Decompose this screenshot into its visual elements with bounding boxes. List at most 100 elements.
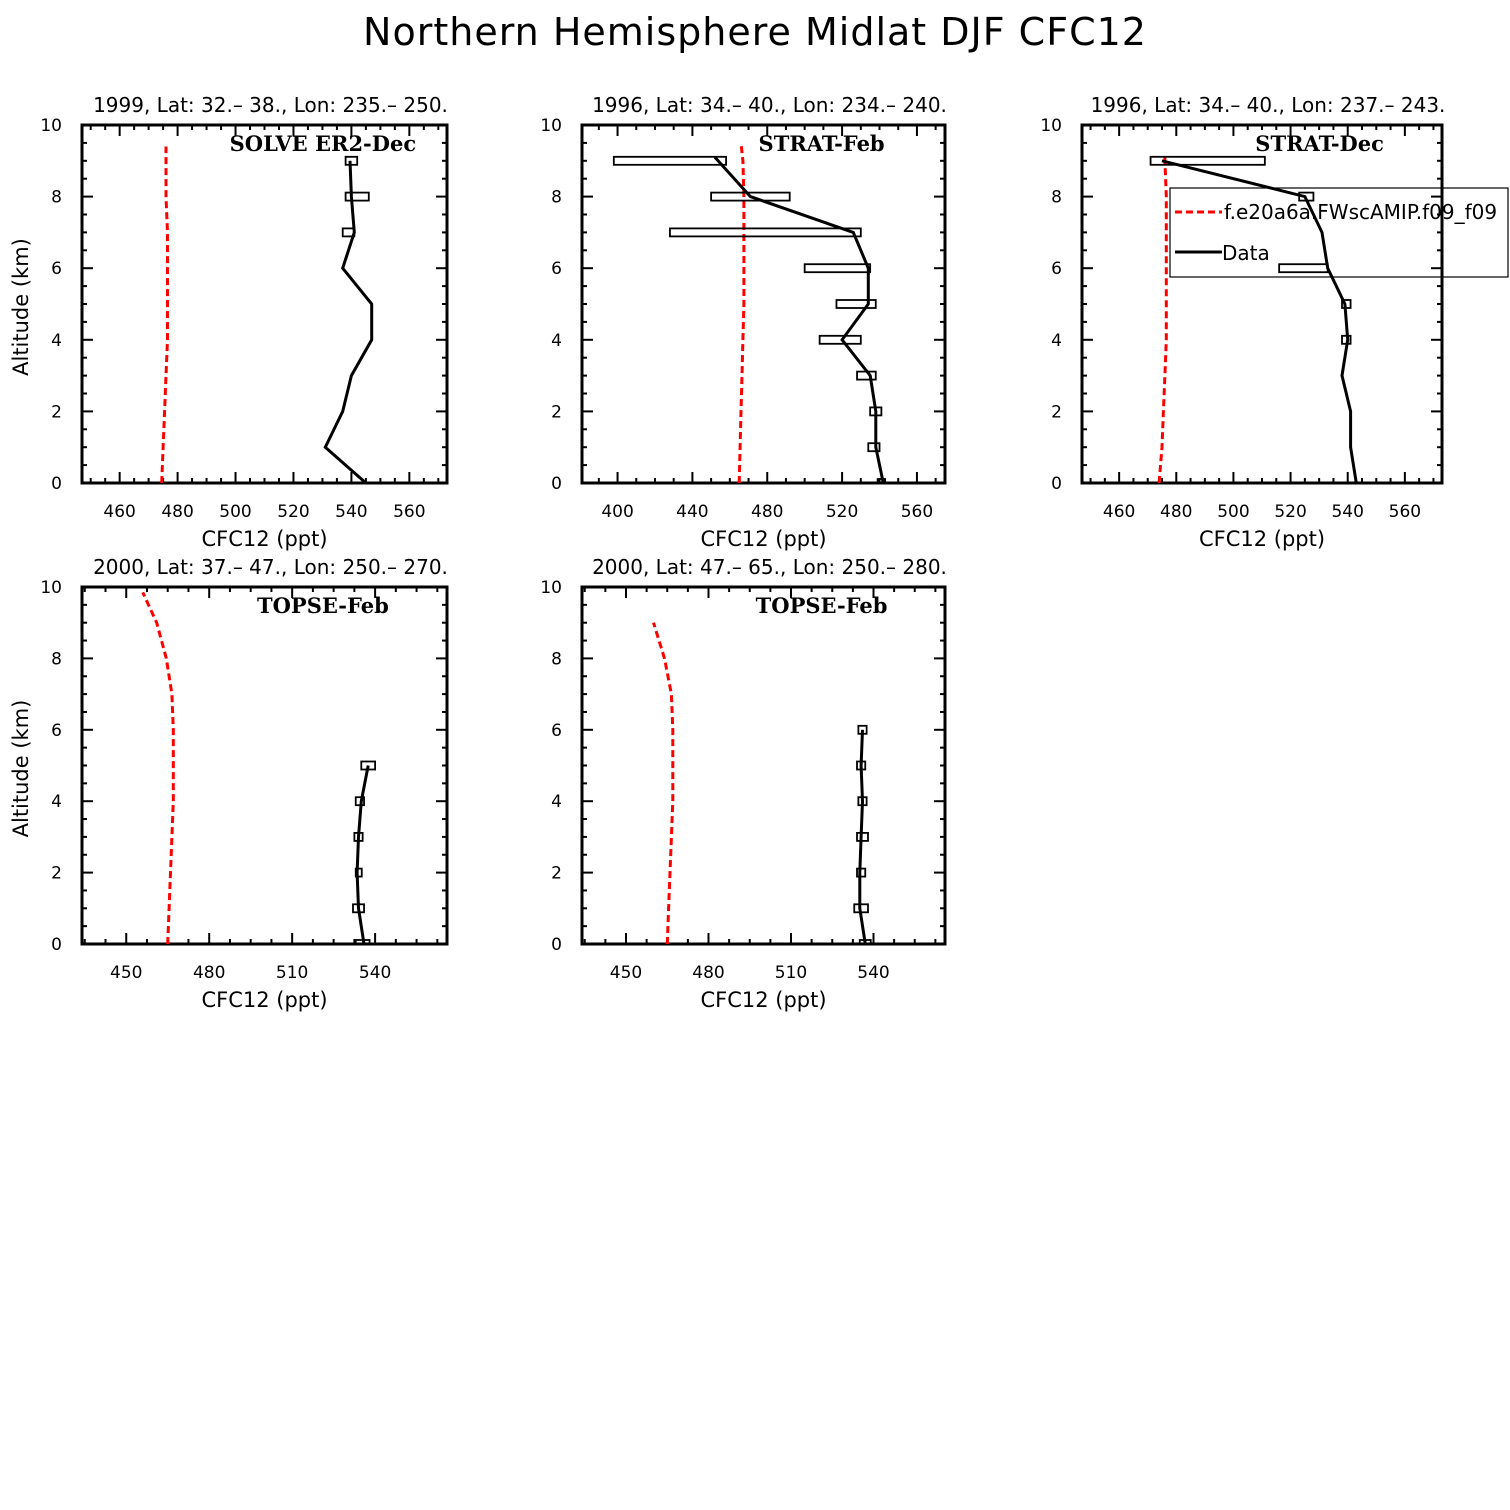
model-series-line <box>1157 153 1168 483</box>
x-tick-label: 480 <box>751 502 783 522</box>
x-tick-label: 480 <box>1160 502 1192 522</box>
plot-frame <box>580 123 947 485</box>
y-tick-label: 8 <box>51 649 62 669</box>
panel-data <box>160 146 374 483</box>
y-tick-label: 0 <box>51 474 62 494</box>
data-range-box <box>1149 155 1266 166</box>
data-range-box <box>612 155 727 166</box>
x-tick-label: 480 <box>193 963 225 983</box>
x-tick-label: 500 <box>219 502 251 522</box>
y-tick-label: 6 <box>551 259 562 279</box>
panel-data <box>652 622 872 944</box>
x-tick-label: 540 <box>1331 502 1363 522</box>
x-tick-label: 400 <box>601 502 633 522</box>
x-axis-label: CFC12 (ppt) <box>201 527 327 551</box>
x-tick-label: 480 <box>692 963 724 983</box>
data-range-box <box>818 334 862 345</box>
x-tick-label: 560 <box>1389 502 1421 522</box>
x-tick-label: 540 <box>359 963 391 983</box>
x-axis-label: CFC12 (ppt) <box>700 988 826 1012</box>
panel-title: 2000, Lat: 37.– 47., Lon: 250.– 270. <box>93 555 448 579</box>
x-tick-label: 510 <box>775 963 807 983</box>
y-tick-label: 2 <box>551 402 562 422</box>
data-series-line <box>713 156 885 483</box>
campaign-label: TOPSE-Feb <box>756 593 888 618</box>
x-tick-label: 520 <box>277 502 309 522</box>
data-series-line <box>355 765 370 944</box>
y-tick-label: 0 <box>551 474 562 494</box>
data-range-box <box>867 442 881 453</box>
plot-frame <box>580 585 947 946</box>
y-tick-label: 8 <box>551 649 562 669</box>
panel-4: 450 480 510 540 0 2 4 6 8 10 2000, Lat: 37.– 47., … <box>9 555 449 1012</box>
figure-title: Northern Hemisphere Midlat DJF CFC12 <box>363 10 1147 54</box>
y-tick-label: 4 <box>51 792 62 812</box>
y-tick-label: 4 <box>551 331 562 351</box>
y-tick-label: 10 <box>1040 116 1062 136</box>
panel-data <box>612 142 887 483</box>
x-tick-label: 540 <box>857 963 889 983</box>
x-tick-label: 440 <box>676 502 708 522</box>
y-tick-label: 6 <box>1051 259 1062 279</box>
y-tick-label: 10 <box>540 116 562 136</box>
model-series-line <box>160 146 169 483</box>
x-tick-label: 460 <box>1103 502 1135 522</box>
panel-data <box>141 591 377 944</box>
y-tick-label: 8 <box>551 188 562 208</box>
y-tick-label: 6 <box>51 721 62 741</box>
x-tick-label: 520 <box>1274 502 1306 522</box>
x-tick-label: 560 <box>901 502 933 522</box>
y-tick-label: 2 <box>51 864 62 884</box>
legend: f.e20a6a.FWscAMIP.f09_f09 Data <box>1169 187 1509 278</box>
legend-box <box>1169 187 1509 278</box>
y-tick-label: 10 <box>40 578 62 598</box>
y-tick-label: 4 <box>551 792 562 812</box>
plot-frame <box>1080 123 1444 485</box>
y-tick-label: 10 <box>40 116 62 136</box>
campaign-label: STRAT-Feb <box>759 131 885 156</box>
panel-1: 460 480 500 520 540 560 0 2 4 6 8 10 1999, Lat: 32.–… <box>9 93 449 551</box>
x-tick-label: 480 <box>161 502 193 522</box>
x-tick-label: 460 <box>103 502 135 522</box>
panel-2: 400 440 480 520 560 0 2 4 6 8 10 1996, Lat: 34.– 40… <box>540 93 947 551</box>
x-tick-label: 520 <box>826 502 858 522</box>
data-series-line <box>1161 159 1358 483</box>
panel-title: 2000, Lat: 47.– 65., Lon: 250.– 280. <box>592 555 947 579</box>
panel-title: 1999, Lat: 32.– 38., Lon: 235.– 250. <box>93 93 448 117</box>
y-tick-label: 2 <box>51 402 62 422</box>
x-tick-label: 560 <box>393 502 425 522</box>
model-series-line <box>141 591 175 944</box>
panel-title: 1996, Lat: 34.– 40., Lon: 234.– 240. <box>592 93 947 117</box>
panel-3: 460 480 500 520 540 560 0 2 4 6 8 10 1996, Lat: 34.–… <box>1040 93 1445 551</box>
y-tick-label: 6 <box>51 259 62 279</box>
x-tick-label: 450 <box>110 963 142 983</box>
y-axis-label: Altitude (km) <box>9 238 33 376</box>
data-series-line <box>323 160 374 483</box>
campaign-label: SOLVE ER2-Dec <box>230 131 417 156</box>
x-axis-label: CFC12 (ppt) <box>1199 527 1325 551</box>
x-tick-label: 500 <box>1217 502 1249 522</box>
y-tick-label: 0 <box>1051 474 1062 494</box>
x-axis-label: CFC12 (ppt) <box>700 527 826 551</box>
y-axis-label: Altitude (km) <box>9 700 33 838</box>
data-range-box <box>835 299 877 309</box>
legend-model-label: f.e20a6a.FWscAMIP.f09_f09 <box>1224 200 1497 224</box>
model-series-line <box>652 622 675 944</box>
y-tick-label: 8 <box>1051 188 1062 208</box>
campaign-label: STRAT-Dec <box>1255 131 1384 156</box>
campaign-label: TOPSE-Feb <box>257 593 389 618</box>
x-axis-label: CFC12 (ppt) <box>201 988 327 1012</box>
panel-5: 450 480 510 540 0 2 4 6 8 10 2000, Lat: 47.– 65., … <box>540 555 947 1012</box>
panel-title: 1996, Lat: 34.– 40., Lon: 237.– 243. <box>1091 93 1446 117</box>
y-tick-label: 2 <box>551 864 562 884</box>
panel-data <box>1149 153 1358 483</box>
legend-data-label: Data <box>1222 241 1270 265</box>
x-tick-label: 510 <box>276 963 308 983</box>
x-tick-label: 540 <box>335 502 367 522</box>
data-range-box <box>1278 263 1329 274</box>
data-range-box <box>669 227 862 238</box>
plot-frame <box>80 123 449 485</box>
data-range-box <box>803 263 872 274</box>
y-tick-label: 6 <box>551 721 562 741</box>
